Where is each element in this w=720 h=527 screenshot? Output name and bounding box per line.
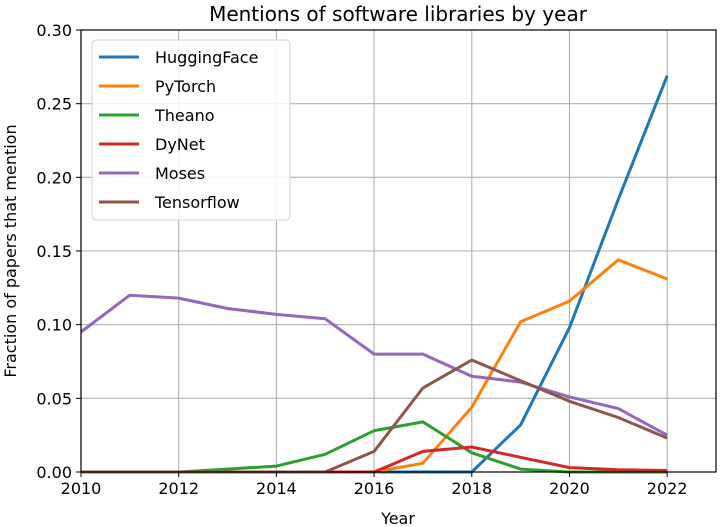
x-tick-label: 2016 <box>354 479 395 498</box>
y-tick-label: 0.25 <box>36 95 72 114</box>
legend-box <box>91 39 291 221</box>
legend-label: Moses <box>155 164 205 183</box>
x-tick-label: 2014 <box>256 479 297 498</box>
y-tick-label: 0.15 <box>36 242 72 261</box>
y-tick-label: 0.00 <box>36 463 72 482</box>
legend-label: Tensorflow <box>154 193 240 212</box>
y-tick-label: 0.10 <box>36 316 72 335</box>
x-tick-label: 2018 <box>451 479 492 498</box>
legend-label: PyTorch <box>155 77 216 96</box>
y-tick-label: 0.20 <box>36 168 72 187</box>
legend-label: HuggingFace <box>155 48 258 67</box>
x-axis-ticks: 2010 2012 2014 2016 2018 2020 2022 <box>61 472 688 498</box>
y-axis-label: Fraction of papers that mention <box>1 124 20 377</box>
legend: HuggingFace PyTorch Theano DyNet Moses Tensor… <box>91 39 291 221</box>
y-tick-label: 0.05 <box>36 389 72 408</box>
x-axis-label: Year <box>380 509 415 527</box>
legend-label: DyNet <box>155 135 205 154</box>
chart-title: Mentions of software libraries by year <box>209 2 588 26</box>
x-tick-label: 2010 <box>61 479 102 498</box>
x-tick-label: 2012 <box>158 479 199 498</box>
x-tick-label: 2020 <box>549 479 590 498</box>
y-tick-label: 0.30 <box>36 21 72 40</box>
legend-label: Theano <box>154 106 215 125</box>
series-line-moses <box>80 293 668 437</box>
x-tick-label: 2022 <box>647 479 688 498</box>
y-axis-ticks: 0.00 0.05 0.10 0.15 0.20 0.25 0.30 <box>36 21 81 482</box>
